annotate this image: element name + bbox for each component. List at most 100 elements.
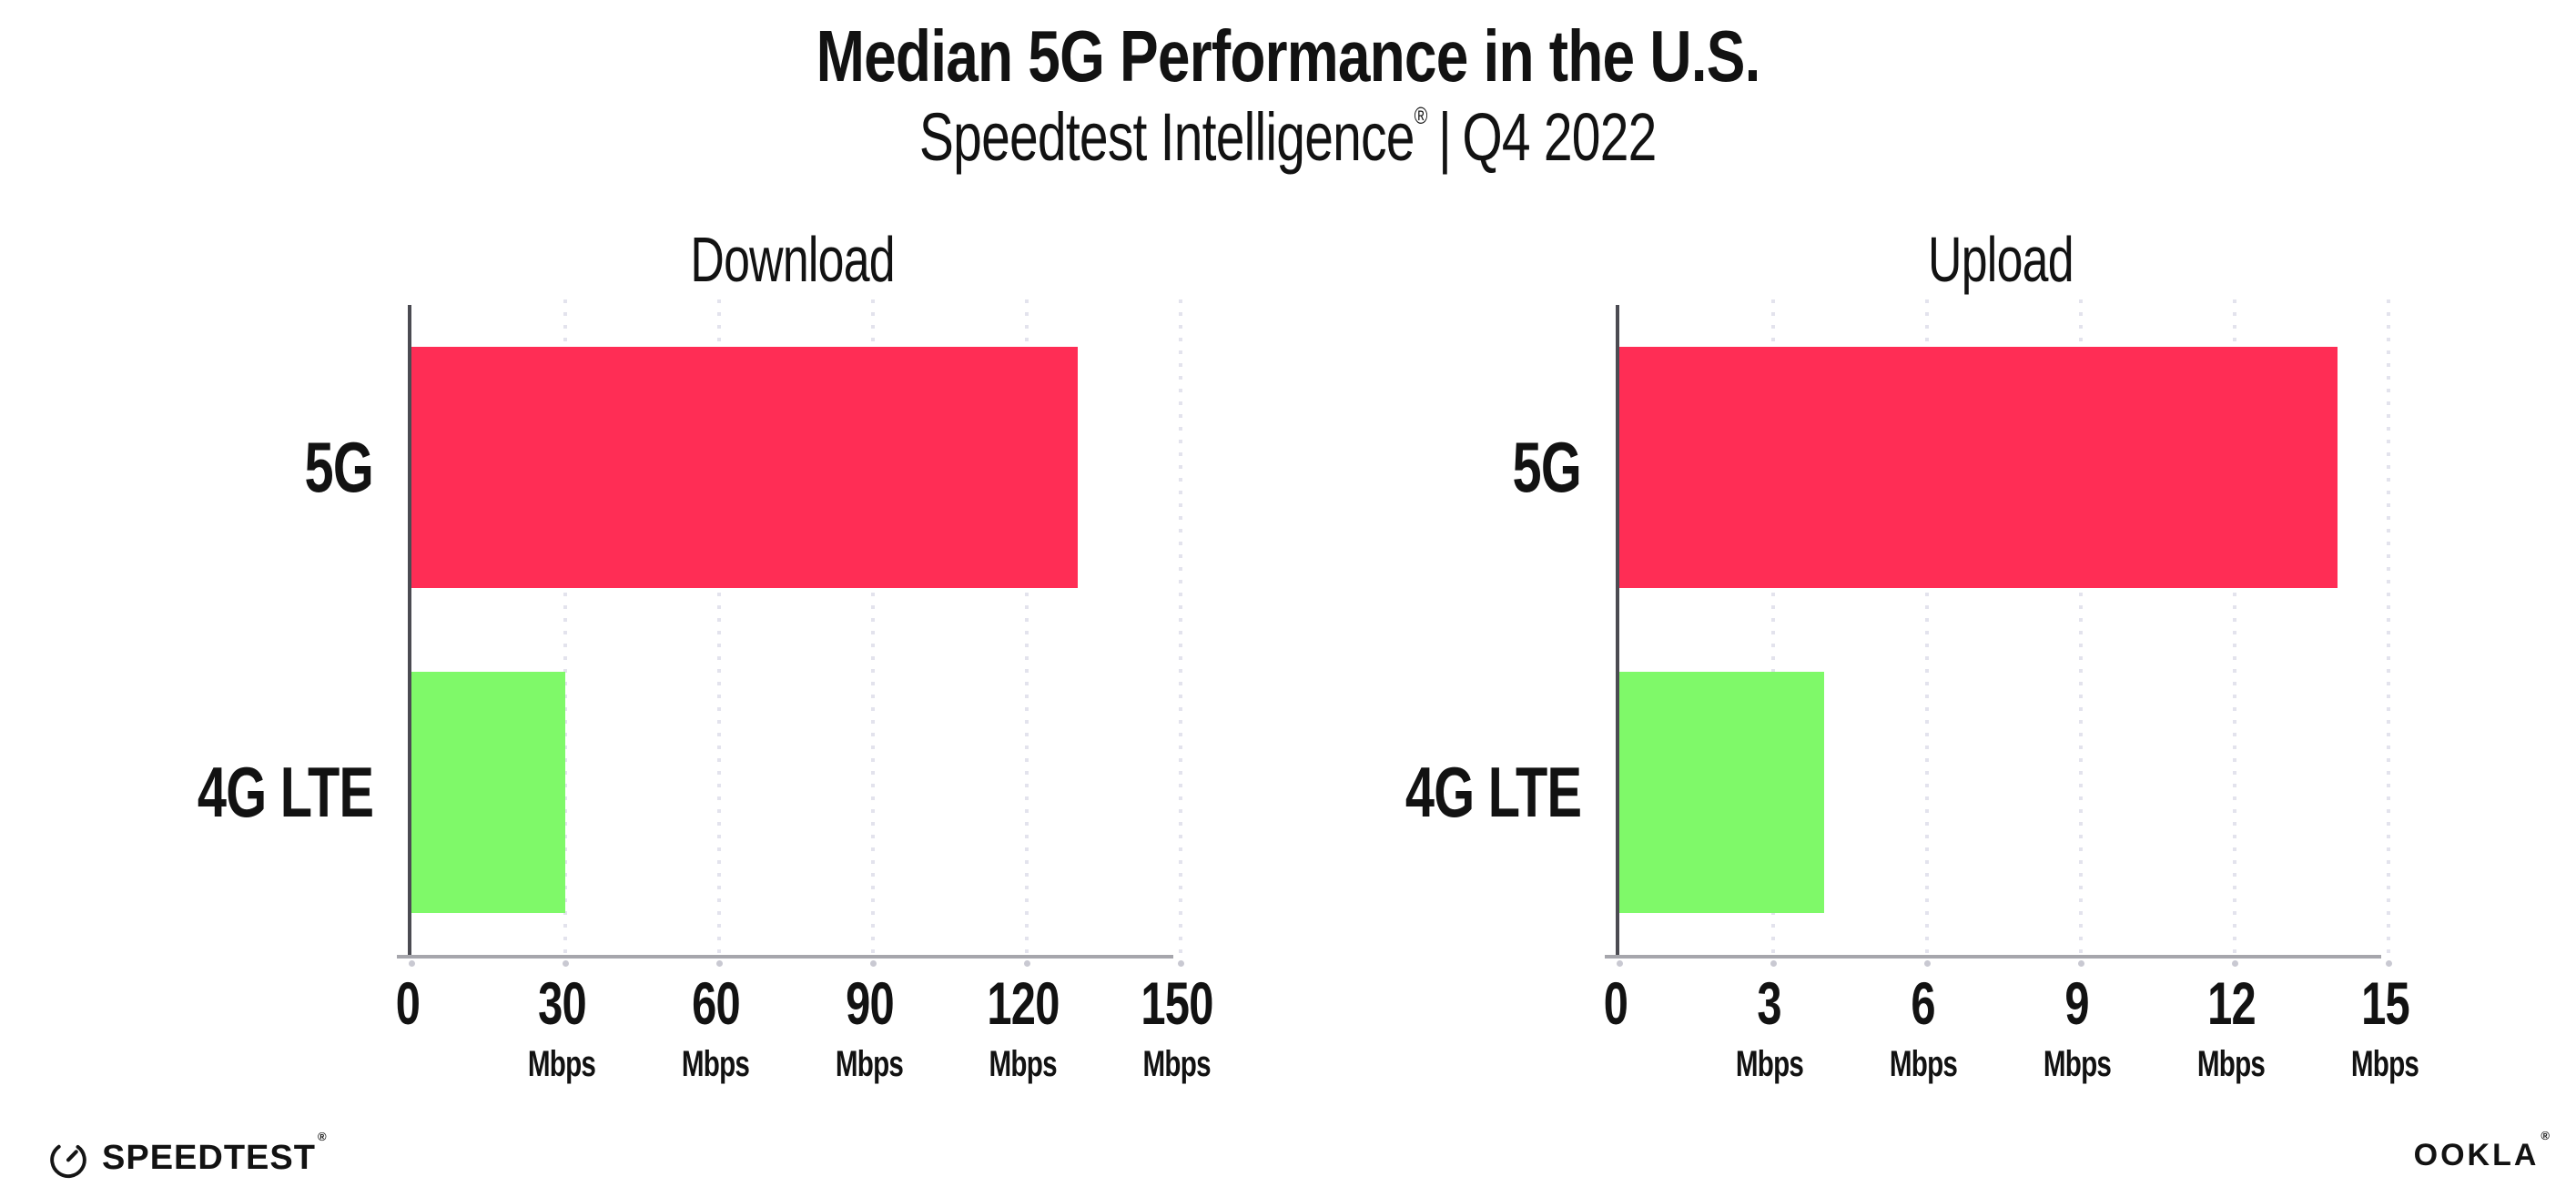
x-tick-value-text: 3 bbox=[1757, 969, 1782, 1037]
x-tick-60: 60 Mbps bbox=[670, 973, 761, 1082]
x-tick-value-text: 0 bbox=[1603, 969, 1628, 1037]
tick-mark-90 bbox=[870, 960, 877, 967]
category-label-text: 4G LTE bbox=[1405, 752, 1582, 832]
x-tick-value: 3 bbox=[1724, 973, 1815, 1033]
speedtest-registered-icon: ® bbox=[317, 1129, 328, 1143]
x-tick-3: 3 Mbps bbox=[1724, 973, 1815, 1082]
x-tick-value: 6 bbox=[1878, 973, 1969, 1033]
x-tick-unit: Mbps bbox=[824, 1046, 915, 1082]
tick-mark-30 bbox=[563, 960, 569, 967]
tick-mark-3 bbox=[1770, 960, 1777, 967]
category-label-4g-lte: 4G LTE bbox=[137, 630, 408, 955]
x-tick-unit: Mbps bbox=[1878, 1046, 1969, 1082]
upload-chart-panel: Upload 5G 4G LTE 0 3 Mbps 6 Mbps 9 Mbps 12 Mbps 15… bbox=[1344, 223, 2491, 1142]
download-plot-area bbox=[397, 299, 1184, 967]
x-tick-value-text: 60 bbox=[691, 969, 741, 1037]
upload-chart-title-text: Upload bbox=[1927, 224, 2074, 295]
x-tick-unit: Mbps bbox=[516, 1046, 607, 1082]
x-tick-6: 6 Mbps bbox=[1878, 973, 1969, 1082]
x-tick-0: 0 bbox=[1599, 973, 1632, 1033]
speedtest-wordmark-text: SPEEDTEST bbox=[102, 1138, 316, 1177]
x-tick-value-text: 0 bbox=[395, 969, 421, 1037]
x-tick-value: 0 bbox=[1599, 973, 1632, 1033]
download-chart-title: Download bbox=[408, 223, 1177, 296]
x-tick-120: 120 Mbps bbox=[974, 973, 1071, 1082]
x-tick-value: 9 bbox=[2032, 973, 2123, 1033]
x-tick-unit-text: Mbps bbox=[2196, 1044, 2266, 1084]
download-x-axis-ticks: 0 30 Mbps 60 Mbps 90 Mbps 120 Mbps 150 Mbps bbox=[396, 973, 1214, 1128]
x-tick-unit-text: Mbps bbox=[2043, 1044, 2112, 1084]
bar-5g bbox=[1619, 347, 2338, 588]
upload-plot-row: 5G 4G LTE bbox=[1344, 299, 2392, 967]
x-tick-unit-text: Mbps bbox=[989, 1044, 1058, 1084]
tick-mark-0 bbox=[1617, 960, 1623, 967]
x-tick-value-text: 6 bbox=[1911, 969, 1936, 1037]
tick-mark-12 bbox=[2232, 960, 2238, 967]
upload-x-axis-line bbox=[1605, 955, 2381, 959]
x-tick-unit-text: Mbps bbox=[681, 1044, 750, 1084]
x-tick-9: 9 Mbps bbox=[2032, 973, 2123, 1082]
x-tick-value: 30 bbox=[516, 973, 607, 1033]
x-tick-value-text: 9 bbox=[2064, 969, 2090, 1037]
tick-mark-9 bbox=[2078, 960, 2084, 967]
x-tick-unit: Mbps bbox=[670, 1046, 761, 1082]
x-tick-15: 15 Mbps bbox=[2339, 973, 2430, 1082]
tick-mark-150 bbox=[1178, 960, 1184, 967]
gridline-90 bbox=[871, 299, 875, 955]
gridline-6 bbox=[1925, 299, 1929, 955]
x-tick-value: 12 bbox=[2186, 973, 2277, 1033]
category-label-text: 4G LTE bbox=[197, 752, 374, 832]
x-tick-value-text: 150 bbox=[1141, 969, 1213, 1037]
tick-mark-60 bbox=[716, 960, 723, 967]
x-tick-value-text: 12 bbox=[2206, 969, 2257, 1037]
bar-4g-lte bbox=[411, 672, 565, 913]
x-tick-unit-text: Mbps bbox=[527, 1044, 596, 1084]
download-chart-panel: Download 5G 4G LTE 0 30 Mbps 60 Mbps 90 Mbps 120… bbox=[137, 223, 1283, 1142]
gridline-15 bbox=[2387, 299, 2390, 955]
x-tick-unit: Mbps bbox=[2032, 1046, 2123, 1082]
gridline-150 bbox=[1179, 299, 1182, 955]
category-label-5g: 5G bbox=[1344, 305, 1616, 630]
upload-plot-area bbox=[1605, 299, 2392, 967]
x-tick-unit: Mbps bbox=[1724, 1046, 1815, 1082]
download-chart-title-text: Download bbox=[690, 224, 895, 295]
speedtest-logo: SPEEDTEST® bbox=[47, 1130, 327, 1179]
x-tick-value-text: 30 bbox=[537, 969, 587, 1037]
tick-mark-0 bbox=[409, 960, 415, 967]
x-tick-unit-text: Mbps bbox=[835, 1044, 904, 1084]
gridline-60 bbox=[717, 299, 721, 955]
x-tick-value-text: 15 bbox=[2360, 969, 2410, 1037]
subtitle-period: Q4 2022 bbox=[1462, 99, 1658, 175]
x-tick-value: 90 bbox=[824, 973, 915, 1033]
upload-x-axis-ticks: 0 3 Mbps 6 Mbps 9 Mbps 12 Mbps 15 Mbps bbox=[1604, 973, 2419, 1128]
subtitle-separator: | bbox=[1438, 99, 1452, 175]
category-label-5g: 5G bbox=[137, 305, 408, 630]
x-tick-unit-text: Mbps bbox=[1889, 1044, 1958, 1084]
x-tick-0: 0 bbox=[391, 973, 424, 1033]
x-tick-value: 15 bbox=[2339, 973, 2430, 1033]
download-x-axis-line bbox=[397, 955, 1173, 959]
bar-4g-lte bbox=[1619, 672, 1825, 913]
tick-mark-120 bbox=[1024, 960, 1030, 967]
x-tick-unit-text: Mbps bbox=[1142, 1044, 1212, 1084]
x-tick-150: 150 Mbps bbox=[1128, 973, 1225, 1082]
ookla-registered-icon: ® bbox=[2541, 1129, 2552, 1142]
gridline-30 bbox=[563, 299, 567, 955]
subtitle-brand: Speedtest Intelligence bbox=[919, 99, 1415, 175]
x-tick-value-text: 120 bbox=[987, 969, 1060, 1037]
upload-chart-title: Upload bbox=[1616, 223, 2385, 296]
page-subtitle: Speedtest Intelligence® | Q4 2022 bbox=[0, 98, 2576, 176]
category-label-4g-lte: 4G LTE bbox=[1344, 630, 1616, 955]
tick-mark-6 bbox=[1924, 960, 1931, 967]
x-tick-30: 30 Mbps bbox=[516, 973, 607, 1082]
ookla-wordmark-text: OOKLA bbox=[2413, 1138, 2540, 1172]
x-tick-value: 0 bbox=[391, 973, 424, 1033]
x-tick-12: 12 Mbps bbox=[2186, 973, 2277, 1082]
x-tick-unit: Mbps bbox=[2186, 1046, 2277, 1082]
x-tick-unit: Mbps bbox=[974, 1046, 1071, 1082]
bar-5g bbox=[411, 347, 1079, 588]
page-title: Median 5G Performance in the U.S. bbox=[0, 15, 2576, 98]
download-category-labels: 5G 4G LTE bbox=[137, 305, 408, 955]
category-label-text: 5G bbox=[1512, 427, 1581, 507]
